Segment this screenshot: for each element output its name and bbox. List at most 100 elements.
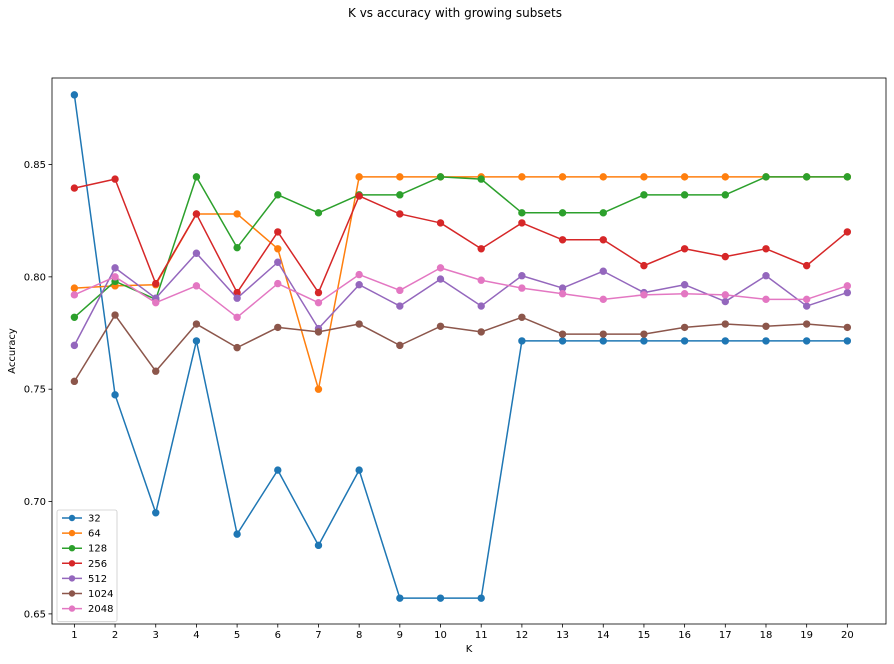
- data-point: [436, 275, 445, 283]
- data-point: [314, 288, 323, 297]
- data-point: [843, 228, 852, 236]
- data-point: [396, 286, 404, 295]
- y-axis-label: Accuracy: [7, 328, 18, 374]
- data-point: [355, 320, 363, 328]
- legend-marker: [68, 605, 76, 612]
- data-point: [477, 245, 485, 253]
- data-point: [558, 173, 567, 181]
- y-tick-label: 0.65: [24, 609, 46, 620]
- x-tick-label: 10: [434, 630, 447, 641]
- data-point: [274, 466, 282, 474]
- x-tick-label: 14: [597, 630, 610, 641]
- chart-title: K vs accuracy with growing subsets: [348, 6, 562, 20]
- data-point: [355, 192, 363, 200]
- data-point: [477, 175, 485, 183]
- data-point: [274, 191, 282, 199]
- y-tick-label: 0.80: [24, 272, 46, 283]
- data-point: [152, 367, 160, 375]
- data-point: [70, 377, 79, 386]
- legend-marker: [68, 529, 76, 537]
- data-point: [355, 173, 363, 181]
- data-point: [396, 341, 404, 350]
- data-point: [680, 281, 689, 289]
- x-tick-label: 13: [556, 630, 569, 641]
- series-line-32: [73, 94, 848, 599]
- legend-label: 32: [88, 514, 101, 525]
- data-point: [233, 210, 241, 218]
- data-point: [192, 173, 201, 181]
- data-point: [274, 258, 282, 266]
- data-point: [518, 272, 526, 280]
- plot-background: [52, 78, 886, 624]
- data-point: [843, 288, 852, 297]
- x-tick-label: 6: [275, 630, 281, 641]
- data-point: [518, 219, 526, 227]
- data-point: [680, 191, 689, 199]
- data-point: [762, 337, 770, 345]
- data-point: [762, 295, 770, 304]
- legend-label: 512: [88, 574, 107, 585]
- data-point: [599, 337, 607, 345]
- data-point: [640, 261, 648, 270]
- x-tick-label: 1: [71, 630, 77, 641]
- data-point: [518, 313, 526, 321]
- data-point: [680, 323, 689, 332]
- data-point: [436, 322, 445, 330]
- x-tick-label: 9: [397, 630, 403, 641]
- data-point: [802, 295, 811, 304]
- data-point: [70, 291, 79, 299]
- data-point: [436, 173, 445, 181]
- data-point: [599, 173, 607, 181]
- legend-marker: [68, 560, 76, 567]
- data-point: [640, 291, 648, 299]
- data-point: [233, 243, 241, 252]
- x-tick-label: 16: [678, 630, 691, 641]
- series-256: [70, 175, 852, 297]
- legend-item-64: 64: [62, 529, 101, 540]
- data-point: [396, 594, 404, 602]
- data-point: [436, 219, 445, 227]
- legend-item-32: 32: [62, 514, 101, 525]
- legend-label: 64: [88, 529, 101, 540]
- data-point: [518, 173, 526, 181]
- data-point: [111, 391, 119, 399]
- data-point: [274, 228, 282, 236]
- data-point: [111, 264, 119, 272]
- data-point: [762, 245, 770, 253]
- data-point: [477, 302, 485, 310]
- data-point: [721, 173, 730, 181]
- data-point: [599, 295, 607, 304]
- data-point: [640, 191, 648, 199]
- x-tick-label: 12: [516, 630, 529, 641]
- data-point: [762, 272, 770, 280]
- data-point: [396, 173, 404, 181]
- legend-label: 2048: [88, 604, 113, 615]
- legend-item-128: 128: [62, 544, 107, 555]
- data-point: [477, 276, 485, 284]
- data-point: [152, 509, 160, 517]
- x-tick-label: 7: [315, 630, 321, 641]
- x-axis-label: K: [466, 644, 473, 655]
- data-point: [274, 323, 282, 332]
- data-point: [70, 284, 79, 292]
- series-line-128: [73, 176, 848, 318]
- data-point: [436, 264, 445, 272]
- legend-label: 256: [88, 559, 107, 570]
- x-tick-label: 5: [234, 630, 240, 641]
- data-point: [558, 209, 567, 217]
- data-point: [314, 298, 323, 307]
- x-tick-label: 3: [153, 630, 159, 641]
- data-point: [843, 282, 852, 290]
- data-point: [477, 594, 485, 602]
- data-point: [843, 323, 852, 332]
- data-point: [599, 209, 607, 217]
- data-point: [762, 173, 770, 181]
- data-point: [599, 330, 607, 338]
- data-point: [70, 91, 79, 99]
- x-tick-label: 17: [719, 630, 732, 641]
- data-point: [233, 294, 241, 302]
- series-32: [70, 91, 852, 602]
- data-point: [802, 261, 811, 270]
- data-point: [355, 270, 363, 279]
- series-2048: [70, 264, 852, 321]
